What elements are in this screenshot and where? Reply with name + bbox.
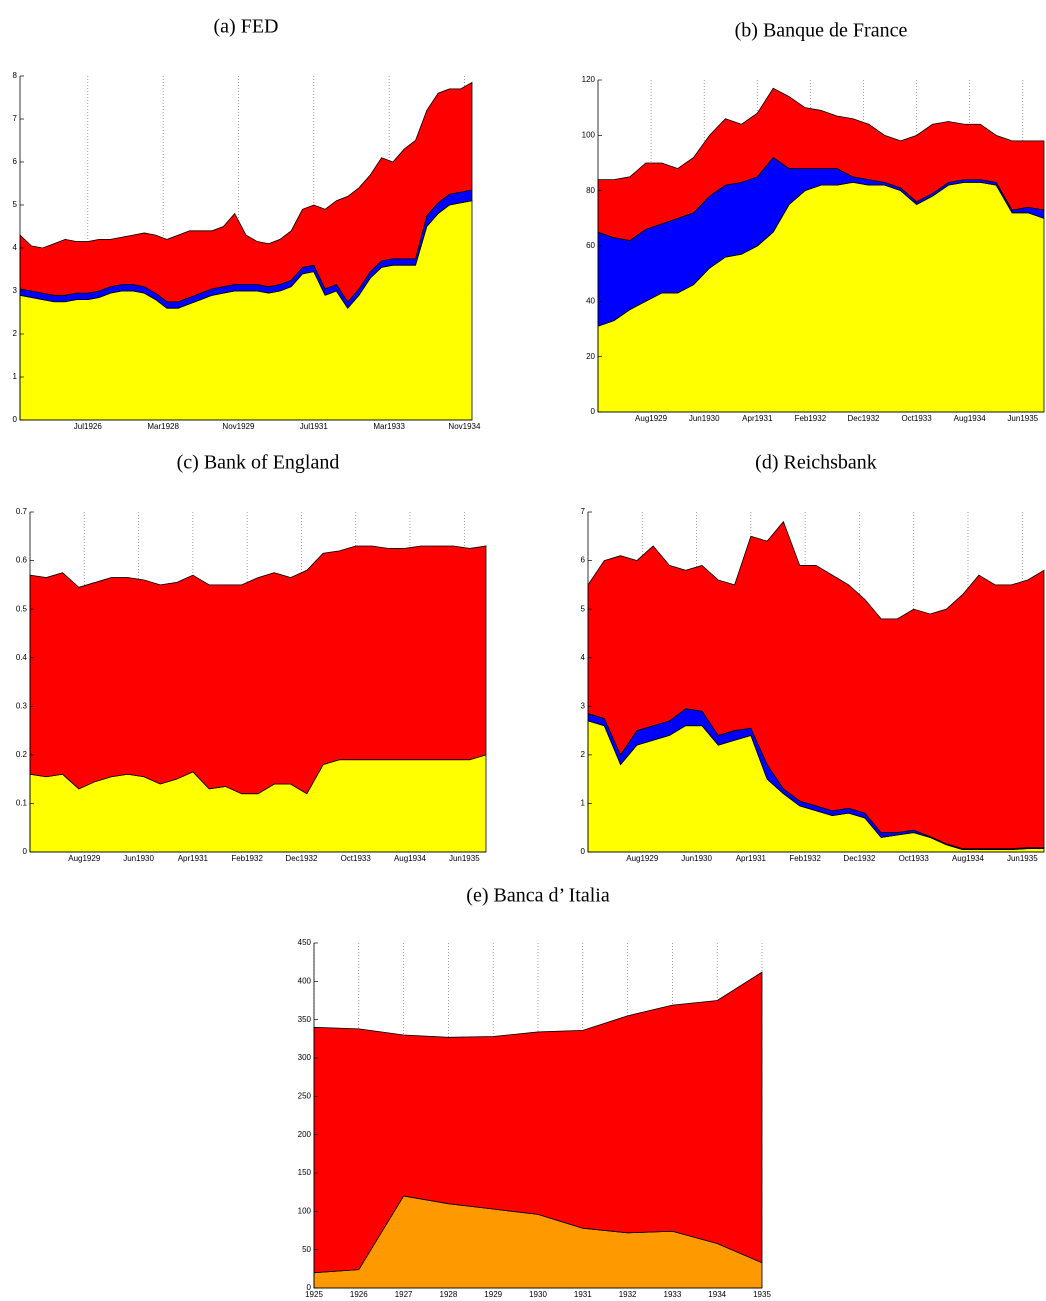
x-tick-label: Dec1932	[285, 854, 318, 863]
y-tick-label: 0	[23, 847, 28, 856]
y-tick-label: 6	[13, 157, 18, 166]
y-tick-label: 0.2	[16, 750, 28, 759]
area	[597, 87, 1045, 241]
x-tick-label: Mar1928	[147, 422, 179, 431]
x-tick-label: Feb1932	[795, 414, 827, 423]
y-tick-label: 0	[13, 415, 18, 424]
x-tick-label: Dec1932	[843, 854, 876, 863]
x-tick-label: Jun1930	[681, 854, 712, 863]
chart-title: (a) FED	[214, 16, 279, 38]
chart-title: (d) Reichsbank	[755, 452, 877, 474]
x-tick-label: Jun1935	[449, 854, 480, 863]
y-tick-label: 120	[582, 75, 596, 84]
area	[29, 545, 487, 795]
y-tick-label: 0	[307, 1283, 312, 1292]
y-tick-label: 2	[581, 750, 586, 759]
y-tick-label: 400	[298, 976, 312, 985]
y-tick-label: 5	[13, 200, 18, 209]
x-tick-label: Dec1932	[847, 414, 880, 423]
y-tick-label: 60	[586, 241, 595, 250]
y-tick-label: 0.5	[16, 604, 28, 613]
x-tick-label: 1926	[350, 1290, 368, 1299]
x-tick-label: Feb1932	[789, 854, 821, 863]
x-tick-label: Apr1931	[178, 854, 209, 863]
x-tick-label: Apr1931	[736, 854, 767, 863]
chart-title: (b) Banque de France	[735, 20, 908, 42]
x-tick-label: Mar1933	[373, 422, 405, 431]
x-tick-label: 1927	[395, 1290, 413, 1299]
x-tick-label: Apr1931	[742, 414, 773, 423]
x-tick-label: Jun1935	[1007, 414, 1038, 423]
x-tick-label: 1934	[708, 1290, 726, 1299]
y-tick-label: 0	[591, 407, 596, 416]
y-tick-label: 20	[586, 352, 595, 361]
area	[587, 520, 1045, 849]
x-tick-label: Jul1931	[300, 422, 329, 431]
y-tick-label: 0.6	[16, 556, 28, 565]
y-tick-label: 100	[582, 130, 596, 139]
x-tick-label: 1930	[529, 1290, 547, 1299]
x-tick-label: Aug1929	[635, 414, 668, 423]
x-tick-label: Jun1935	[1007, 854, 1038, 863]
y-tick-label: 80	[586, 186, 595, 195]
y-tick-label: 8	[13, 71, 18, 80]
y-tick-label: 7	[581, 507, 586, 516]
y-tick-label: 6	[581, 556, 586, 565]
x-tick-label: Aug1929	[68, 854, 101, 863]
y-tick-label: 0.3	[16, 701, 28, 710]
y-tick-label: 50	[302, 1245, 311, 1254]
x-tick-label: 1933	[664, 1290, 682, 1299]
y-tick-label: 3	[13, 286, 18, 295]
x-tick-label: Nov1934	[448, 422, 481, 431]
y-tick-label: 300	[298, 1053, 312, 1062]
y-tick-label: 0.7	[16, 507, 28, 516]
chart-title: (e) Banca d’ Italia	[466, 885, 610, 907]
y-tick-label: 250	[298, 1091, 312, 1100]
x-tick-label: Nov1929	[222, 422, 255, 431]
x-tick-label: Feb1932	[231, 854, 263, 863]
y-tick-label: 450	[298, 938, 312, 947]
y-tick-label: 7	[13, 114, 18, 123]
x-tick-label: Aug1934	[394, 854, 427, 863]
area	[19, 81, 473, 303]
y-tick-label: 2	[13, 329, 18, 338]
y-tick-label: 4	[13, 243, 18, 252]
x-tick-label: Oct1933	[901, 414, 932, 423]
x-tick-label: Jul1926	[74, 422, 103, 431]
x-tick-label: 1932	[619, 1290, 637, 1299]
chart-title: (c) Bank of England	[177, 452, 340, 474]
x-tick-label: 1925	[305, 1290, 323, 1299]
y-tick-label: 3	[581, 701, 586, 710]
y-tick-label: 5	[581, 604, 586, 613]
y-tick-label: 0	[581, 847, 586, 856]
x-tick-label: 1929	[484, 1290, 502, 1299]
y-tick-label: 0.4	[16, 653, 28, 662]
x-tick-label: Jun1930	[689, 414, 720, 423]
x-tick-label: Jun1930	[123, 854, 154, 863]
y-tick-label: 100	[298, 1206, 312, 1215]
y-tick-label: 200	[298, 1130, 312, 1139]
x-tick-label: Oct1933	[899, 854, 930, 863]
x-tick-label: Aug1929	[626, 854, 659, 863]
y-tick-label: 350	[298, 1015, 312, 1024]
area	[313, 971, 763, 1274]
x-tick-label: 1931	[574, 1290, 592, 1299]
y-tick-label: 0.1	[16, 799, 28, 808]
x-tick-label: Aug1934	[952, 854, 985, 863]
x-tick-label: Oct1933	[341, 854, 372, 863]
y-tick-label: 4	[581, 653, 586, 662]
y-tick-label: 1	[13, 372, 18, 381]
x-tick-label: Aug1934	[954, 414, 987, 423]
x-tick-label: 1935	[753, 1290, 771, 1299]
y-tick-label: 1	[581, 799, 586, 808]
y-tick-label: 40	[586, 296, 595, 305]
y-tick-label: 150	[298, 1168, 312, 1177]
x-tick-label: 1928	[440, 1290, 458, 1299]
